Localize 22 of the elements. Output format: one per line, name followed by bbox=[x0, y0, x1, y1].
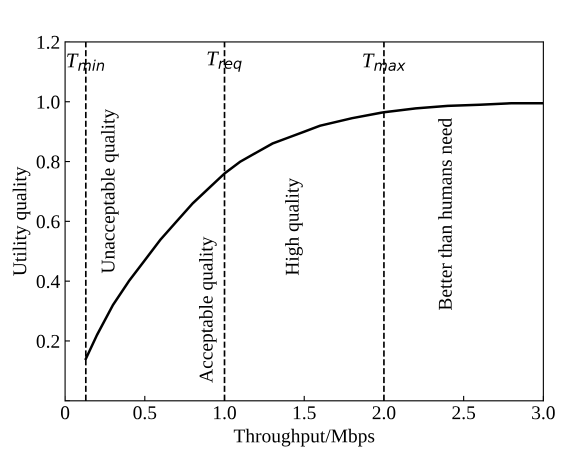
y-tick-label: 1.0 bbox=[38, 96, 60, 109]
ref-line-label: T$_{min}$ bbox=[67, 54, 104, 71]
x-tick-label: 0 bbox=[60, 406, 70, 420]
x-tick-label: 2.0 bbox=[372, 406, 396, 420]
annotation: Better than humans need bbox=[438, 118, 452, 310]
y-tick-label: 0.2 bbox=[36, 334, 60, 348]
ref-line-label: T$_{req}$ bbox=[208, 52, 242, 72]
x-tick-label: 2.5 bbox=[452, 406, 476, 420]
y-tick-label: 0.4 bbox=[36, 274, 60, 288]
x-axis-title: Throughput/Mbps bbox=[234, 428, 374, 446]
annotation: Unacceptable quality bbox=[100, 108, 119, 274]
x-tick-label: 1.5 bbox=[294, 406, 316, 420]
annotation: Acceptable quality bbox=[199, 236, 217, 383]
annotation: High quality bbox=[285, 178, 303, 276]
y-tick-label: 0.6 bbox=[36, 215, 60, 228]
ref-line-label: T$_{max}$ bbox=[363, 54, 406, 71]
y-axis-title: Utility quality bbox=[12, 166, 30, 276]
x-tick-label: 3.0 bbox=[532, 406, 555, 420]
x-tick-label: 1.0 bbox=[214, 406, 236, 420]
y-tick-label: 0.8 bbox=[36, 155, 60, 169]
x-tick-label: 0.5 bbox=[133, 406, 156, 420]
y-tick-label: 1.2 bbox=[38, 36, 60, 49]
